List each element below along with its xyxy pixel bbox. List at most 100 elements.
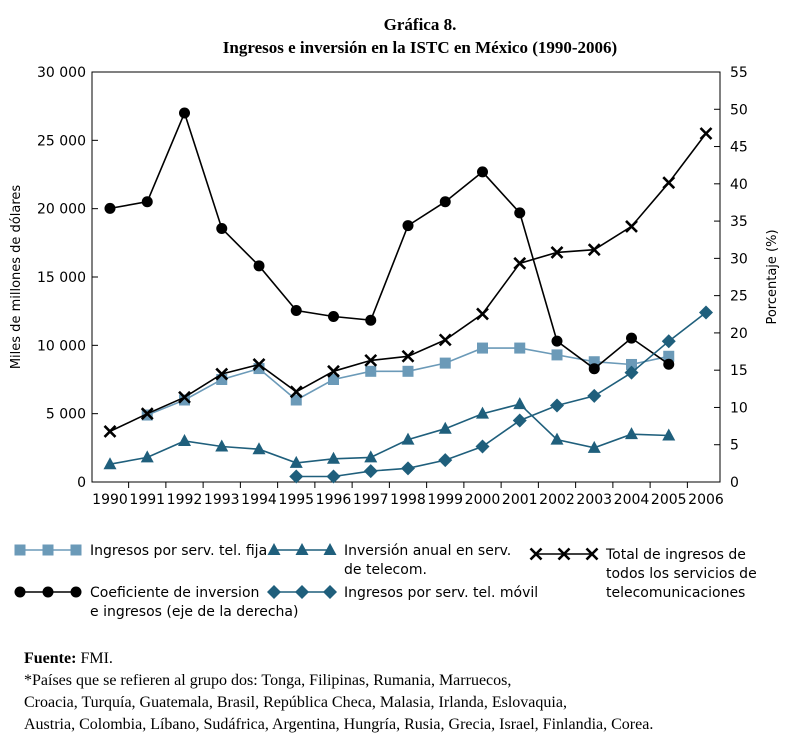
x-tick-label: 2003	[576, 492, 612, 508]
footer: Fuente: FMI. *Países que se refieren al …	[24, 648, 804, 736]
series-fija	[141, 342, 675, 421]
data-point-total	[103, 425, 117, 438]
data-point-movil	[587, 388, 602, 403]
y2-axis-label: Porcentaje (%)	[765, 229, 780, 324]
y2-tick-label: 5	[730, 438, 739, 454]
legend-label-total: Total de ingresos de	[605, 547, 746, 563]
data-point-fija	[663, 350, 675, 362]
x-tick-label: 2002	[539, 492, 575, 508]
y2-tick-label: 50	[730, 102, 748, 118]
series-total	[103, 127, 713, 438]
y-tick-label: 20 000	[37, 202, 86, 218]
y-tick-label: 10 000	[37, 338, 86, 354]
data-point-inv	[550, 432, 564, 445]
data-point-coef	[290, 305, 302, 317]
legend-label-total: telecomunicaciones	[606, 585, 745, 601]
chart-title: Gráfica 8.	[384, 15, 457, 34]
legend-marker-coef	[70, 586, 82, 598]
x-tick-label: 2001	[502, 492, 538, 508]
data-point-total	[513, 256, 527, 270]
source-label: Fuente:	[24, 650, 77, 667]
y-tick-label: 5 000	[46, 407, 86, 423]
data-point-movil	[624, 365, 639, 380]
x-tick-label: 1999	[427, 492, 463, 508]
data-point-coef	[514, 207, 526, 219]
legend-marker-fija	[70, 544, 82, 556]
data-point-movil	[326, 469, 341, 484]
data-point-inv	[140, 450, 154, 463]
data-point-inv	[215, 439, 229, 452]
data-point-total	[587, 243, 601, 257]
y2-tick-label: 55	[730, 65, 748, 81]
x-tick-label: 1997	[353, 492, 389, 508]
data-point-fija	[514, 342, 526, 354]
data-point-inv	[476, 406, 489, 419]
series-line-inv	[109, 403, 669, 465]
series-inv	[103, 397, 676, 470]
data-point-inv	[401, 432, 415, 445]
y-tick-label: 25 000	[37, 133, 86, 149]
data-point-total	[438, 333, 452, 347]
data-point-total	[662, 176, 676, 190]
y2-tick-label: 40	[730, 177, 748, 193]
series-line-total	[109, 133, 707, 433]
x-tick-label: 1991	[129, 492, 165, 508]
x-tick-label: 2006	[688, 492, 724, 508]
x-axis-ticks: 1990 1991 1992 1993 1994 1995 1996 1997 1998 1999…	[92, 482, 724, 508]
data-point-total	[327, 364, 340, 378]
data-point-inv	[662, 428, 676, 441]
x-tick-label: 2005	[651, 492, 687, 508]
data-point-fija	[253, 363, 265, 375]
data-point-movil	[401, 461, 415, 476]
data-point-fija	[477, 342, 488, 354]
y2-tick-label: 0	[730, 475, 739, 491]
x-tick-label: 1996	[316, 492, 352, 508]
data-point-movil	[550, 398, 564, 413]
data-point-fija	[179, 394, 190, 406]
legend-item-inv: Inversión anual en serv. de telecom.	[267, 543, 511, 578]
legend-marker-coef	[14, 586, 26, 598]
legend-item-total: Total de ingresos de todos los servicios …	[529, 547, 757, 601]
y-tick-label: 30 000	[37, 65, 86, 81]
legend-marker-inv	[323, 543, 337, 555]
data-point-movil	[661, 334, 676, 349]
legend-marker-movil	[295, 585, 309, 599]
data-point-inv	[103, 457, 117, 470]
data-point-movil	[699, 305, 713, 320]
x-tick-label: 1993	[204, 492, 240, 508]
data-point-fija	[439, 357, 451, 369]
legend-label-inv: Inversión anual en serv.	[344, 543, 511, 559]
data-point-total	[215, 367, 229, 381]
data-point-fija	[328, 374, 339, 385]
data-point-inv	[587, 440, 601, 453]
y-tick-label: 15 000	[37, 270, 86, 286]
chart: Gráfica 8. Ingresos e inversión en la IS…	[9, 15, 780, 620]
data-point-coef	[663, 358, 675, 370]
data-point-total	[252, 358, 266, 371]
data-point-coef	[141, 196, 153, 208]
data-point-movil	[512, 413, 527, 428]
legend-label-total: todos los servicios de	[606, 566, 757, 582]
data-point-fija	[365, 365, 377, 377]
chart-subtitle: Ingresos e inversión en la ISTC en Méxic…	[223, 38, 617, 57]
data-point-coef	[439, 196, 451, 208]
data-point-coef	[216, 223, 228, 235]
data-point-coef	[365, 314, 377, 326]
x-tick-label: 1995	[278, 492, 314, 508]
series-line-movil	[296, 311, 707, 478]
y2-tick-label: 35	[730, 214, 748, 230]
series-line-coef	[109, 110, 670, 370]
data-point-coef	[328, 311, 339, 323]
y2-tick-label: 45	[730, 140, 748, 156]
data-point-fija	[216, 374, 228, 385]
y2-tick-label: 15	[730, 363, 748, 379]
x-tick-label: 2000	[465, 492, 501, 508]
x-tick-label: 1992	[167, 492, 203, 508]
series-layer	[103, 107, 713, 484]
legend-label-inv: de telecom.	[344, 562, 427, 578]
y-axis-label: Miles de millones de dólares	[9, 185, 24, 370]
y2-tick-label: 30	[730, 251, 748, 267]
x-tick-label: 1998	[390, 492, 426, 508]
note-line-3: Austria, Colombia, Líbano, Sudáfrica, Ar…	[24, 716, 654, 733]
